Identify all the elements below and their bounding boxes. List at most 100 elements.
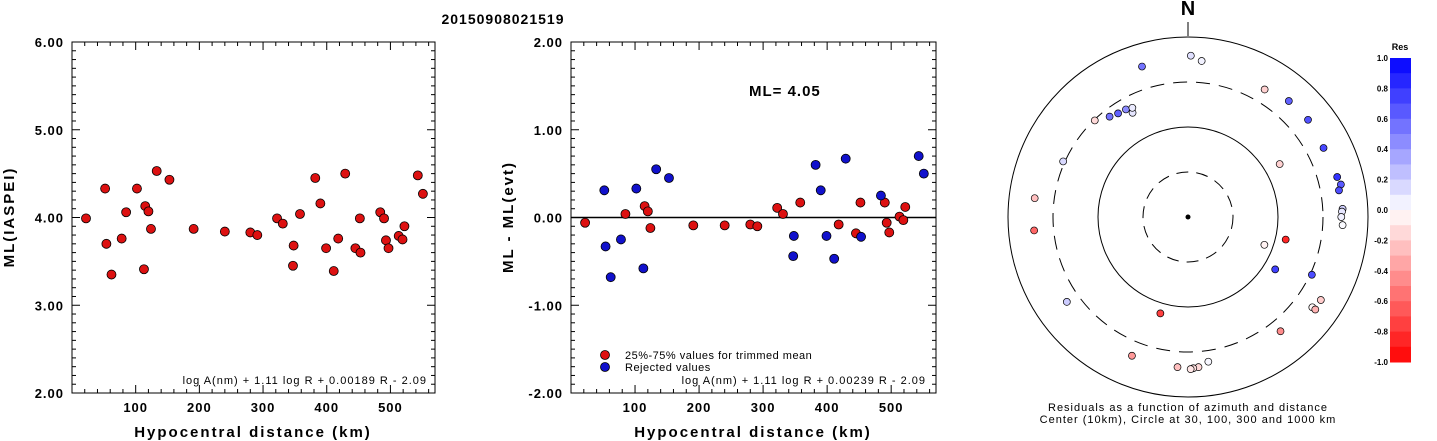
circle-300km xyxy=(1052,81,1324,353)
polar-point xyxy=(1156,309,1165,318)
rejected-point xyxy=(815,185,826,196)
data-point xyxy=(106,269,117,280)
data-point xyxy=(100,183,111,194)
colorbar-cell xyxy=(1390,179,1411,196)
rejected-point xyxy=(631,183,642,194)
polar-point xyxy=(1275,160,1284,168)
x-tick-label: 400 xyxy=(314,400,339,415)
polar-point xyxy=(1062,297,1071,306)
legend-marker-rejected xyxy=(600,362,610,372)
trimmed-point xyxy=(778,209,788,219)
polar-point xyxy=(1316,296,1325,304)
polar-point xyxy=(1260,240,1269,249)
panel2-ticks: 100 200 300 400 500 -2.00 -1.00 0.00 1.00 2.00 xyxy=(528,35,936,415)
data-point xyxy=(399,221,410,232)
rejected-point xyxy=(616,234,626,245)
polar-point xyxy=(1128,103,1137,112)
colorbar-cell xyxy=(1390,73,1411,89)
trimmed-point xyxy=(795,197,806,208)
polar-point xyxy=(1105,112,1114,121)
trimmed-point xyxy=(645,223,656,233)
data-point xyxy=(146,224,156,234)
polar-point xyxy=(1059,157,1067,166)
data-point xyxy=(315,198,326,209)
y-tick-label: 2.00 xyxy=(35,386,64,401)
colorbar-cell xyxy=(1390,58,1411,74)
data-point xyxy=(219,226,230,237)
colorbar-cell xyxy=(1390,164,1411,181)
polar-point xyxy=(1173,363,1182,371)
trimmed-point xyxy=(881,217,892,228)
data-point xyxy=(101,238,112,249)
center-dot xyxy=(1185,214,1191,220)
colorbar-tick-label: 1.0 xyxy=(1377,54,1389,63)
legend-marker-trimmed xyxy=(600,350,610,360)
polar-point xyxy=(1030,226,1038,235)
panel2-ylabel: ML - ML(evt) xyxy=(500,161,517,273)
y-tick-label: 3.00 xyxy=(35,298,64,313)
data-point xyxy=(151,166,162,176)
trimmed-point xyxy=(855,197,866,208)
y-tick-label: 1.00 xyxy=(534,123,563,138)
trimmed-point xyxy=(688,220,699,231)
panel2-xlabel: Hypocentral distance (km) xyxy=(634,424,872,441)
rejected-point xyxy=(600,241,611,252)
rejected-point xyxy=(605,272,616,283)
legend-label-trimmed: 25%-75% values for trimmed mean xyxy=(625,350,812,362)
data-point xyxy=(354,213,365,224)
trimmed-point xyxy=(884,227,895,238)
data-point xyxy=(340,168,351,179)
trimmed-point xyxy=(752,221,763,232)
rejected-point xyxy=(638,263,649,274)
colorbar-cell xyxy=(1390,210,1411,226)
colorbar-tick-label: 0.2 xyxy=(1377,176,1389,185)
data-point xyxy=(132,183,142,194)
data-point xyxy=(310,173,321,183)
circle-100km xyxy=(1097,126,1279,308)
data-point xyxy=(295,209,305,219)
colorbar-cell xyxy=(1390,301,1411,317)
north-label: N xyxy=(1181,0,1195,20)
data-point xyxy=(355,247,366,258)
polar-point xyxy=(1281,235,1290,244)
panel2-points xyxy=(580,151,929,283)
colorbar-tick-label: 0.0 xyxy=(1377,206,1389,215)
data-point xyxy=(277,218,288,229)
rejected-point xyxy=(913,151,924,161)
data-point xyxy=(143,206,154,217)
trimmed-point xyxy=(833,219,844,230)
trimmed-point xyxy=(719,220,730,231)
x-tick-label: 200 xyxy=(687,400,712,415)
x-tick-label: 100 xyxy=(123,400,148,415)
rejected-point xyxy=(788,251,799,262)
data-point xyxy=(116,233,127,244)
trimmed-point xyxy=(580,217,590,228)
x-tick-label: 500 xyxy=(879,400,904,415)
polar-point xyxy=(1319,144,1328,152)
y-tick-label: 0.00 xyxy=(534,211,563,226)
data-point xyxy=(412,170,423,181)
colorbar-cell xyxy=(1390,286,1411,302)
x-tick-label: 100 xyxy=(623,400,648,415)
trimmed-point xyxy=(642,206,653,217)
polar-caption-line1: Residuals as a function of azimuth and d… xyxy=(1048,402,1328,414)
x-tick-label: 500 xyxy=(378,400,403,415)
rejected-point xyxy=(599,185,610,196)
y-tick-label: -1.00 xyxy=(528,298,563,313)
colorbar-title: Res xyxy=(1392,42,1409,52)
polar-point xyxy=(1186,365,1195,373)
data-point xyxy=(288,240,299,251)
colorbar-cell xyxy=(1390,255,1411,272)
x-tick-label: 400 xyxy=(815,400,840,415)
ml-iaspei-panel: 100 200 300 400 500 2.00 3.00 4.00 5.00 6.00 ML(I… xyxy=(1,35,436,441)
data-point xyxy=(417,188,428,199)
panel1-ticks: 100 200 300 400 500 2.00 3.00 4.00 5.00 6.00 xyxy=(35,35,435,415)
colorbar-tick-label: -0.4 xyxy=(1374,267,1388,276)
y-tick-label: -2.00 xyxy=(528,386,563,401)
circle-30km xyxy=(1142,171,1234,263)
polar-point xyxy=(1260,85,1269,94)
y-tick-label: 6.00 xyxy=(35,35,64,50)
polar-point xyxy=(1304,115,1312,124)
rejected-point xyxy=(829,253,840,264)
